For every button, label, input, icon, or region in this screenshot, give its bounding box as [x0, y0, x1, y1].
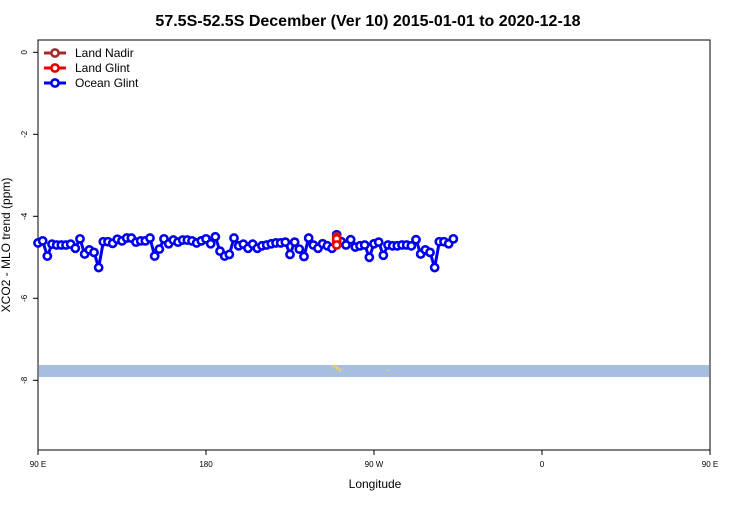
- map-speck: [332, 364, 336, 368]
- y-tick-label: -4: [20, 212, 29, 220]
- y-axis: 0 -2 -4 -6 -8: [20, 50, 38, 384]
- data-point: [149, 251, 160, 261]
- y-tick-label: 0: [20, 50, 29, 55]
- x-tick-label: 180: [199, 460, 213, 469]
- data-point: [93, 262, 104, 273]
- data-point: [205, 238, 216, 249]
- data-point: [294, 244, 305, 254]
- data-point: [378, 250, 389, 261]
- data-point: [224, 249, 235, 260]
- data-point: [145, 233, 155, 243]
- x-tick-label: 0: [540, 460, 545, 469]
- data-point: [229, 233, 239, 243]
- x-tick-label: 90 W: [365, 460, 384, 469]
- data-point: [154, 244, 165, 254]
- x-tick-label: 90 E: [30, 460, 46, 469]
- data-point: [448, 233, 459, 244]
- legend-marker: [50, 78, 60, 88]
- y-tick-label: -6: [20, 294, 29, 302]
- data-point: [345, 234, 356, 245]
- x-axis: 90 E 180 90 W 0 90 E: [30, 450, 718, 469]
- data-point: [75, 233, 85, 244]
- data-point: [210, 231, 221, 242]
- legend-marker: [50, 63, 60, 73]
- data-point: [429, 262, 440, 273]
- data-point: [280, 237, 291, 248]
- data-point: [299, 251, 309, 262]
- legend-marker: [50, 48, 60, 58]
- legend-label: Ocean Glint: [75, 76, 139, 90]
- data-point: [70, 243, 81, 254]
- data-point: [285, 249, 295, 260]
- data-point: [359, 240, 370, 250]
- x-tick-label: 90 E: [702, 460, 718, 469]
- chart-title: 57.5S-52.5S December (Ver 10) 2015-01-01…: [155, 13, 580, 30]
- y-tick-label: -8: [20, 376, 29, 384]
- data-point: [37, 235, 48, 246]
- data-point: [303, 233, 314, 243]
- y-tick-label: -2: [20, 130, 29, 138]
- data-point: [289, 237, 300, 248]
- data-point: [406, 240, 417, 251]
- data-point: [373, 237, 384, 248]
- map-speck: [387, 369, 389, 371]
- map-speck: [335, 366, 339, 370]
- map-band: [39, 365, 709, 377]
- legend-label: Land Nadir: [75, 46, 134, 60]
- series-layer: [33, 229, 459, 273]
- data-point: [331, 240, 342, 250]
- data-point: [42, 251, 53, 261]
- map-speck: [338, 368, 342, 372]
- data-point: [411, 234, 421, 245]
- y-axis-label: XCO2 - MLO trend (ppm): [0, 178, 13, 313]
- data-point: [364, 252, 375, 263]
- x-axis-label: Longitude: [349, 477, 402, 491]
- data-point: [425, 247, 435, 258]
- legend-label: Land Glint: [75, 61, 130, 75]
- data-point: [89, 247, 99, 258]
